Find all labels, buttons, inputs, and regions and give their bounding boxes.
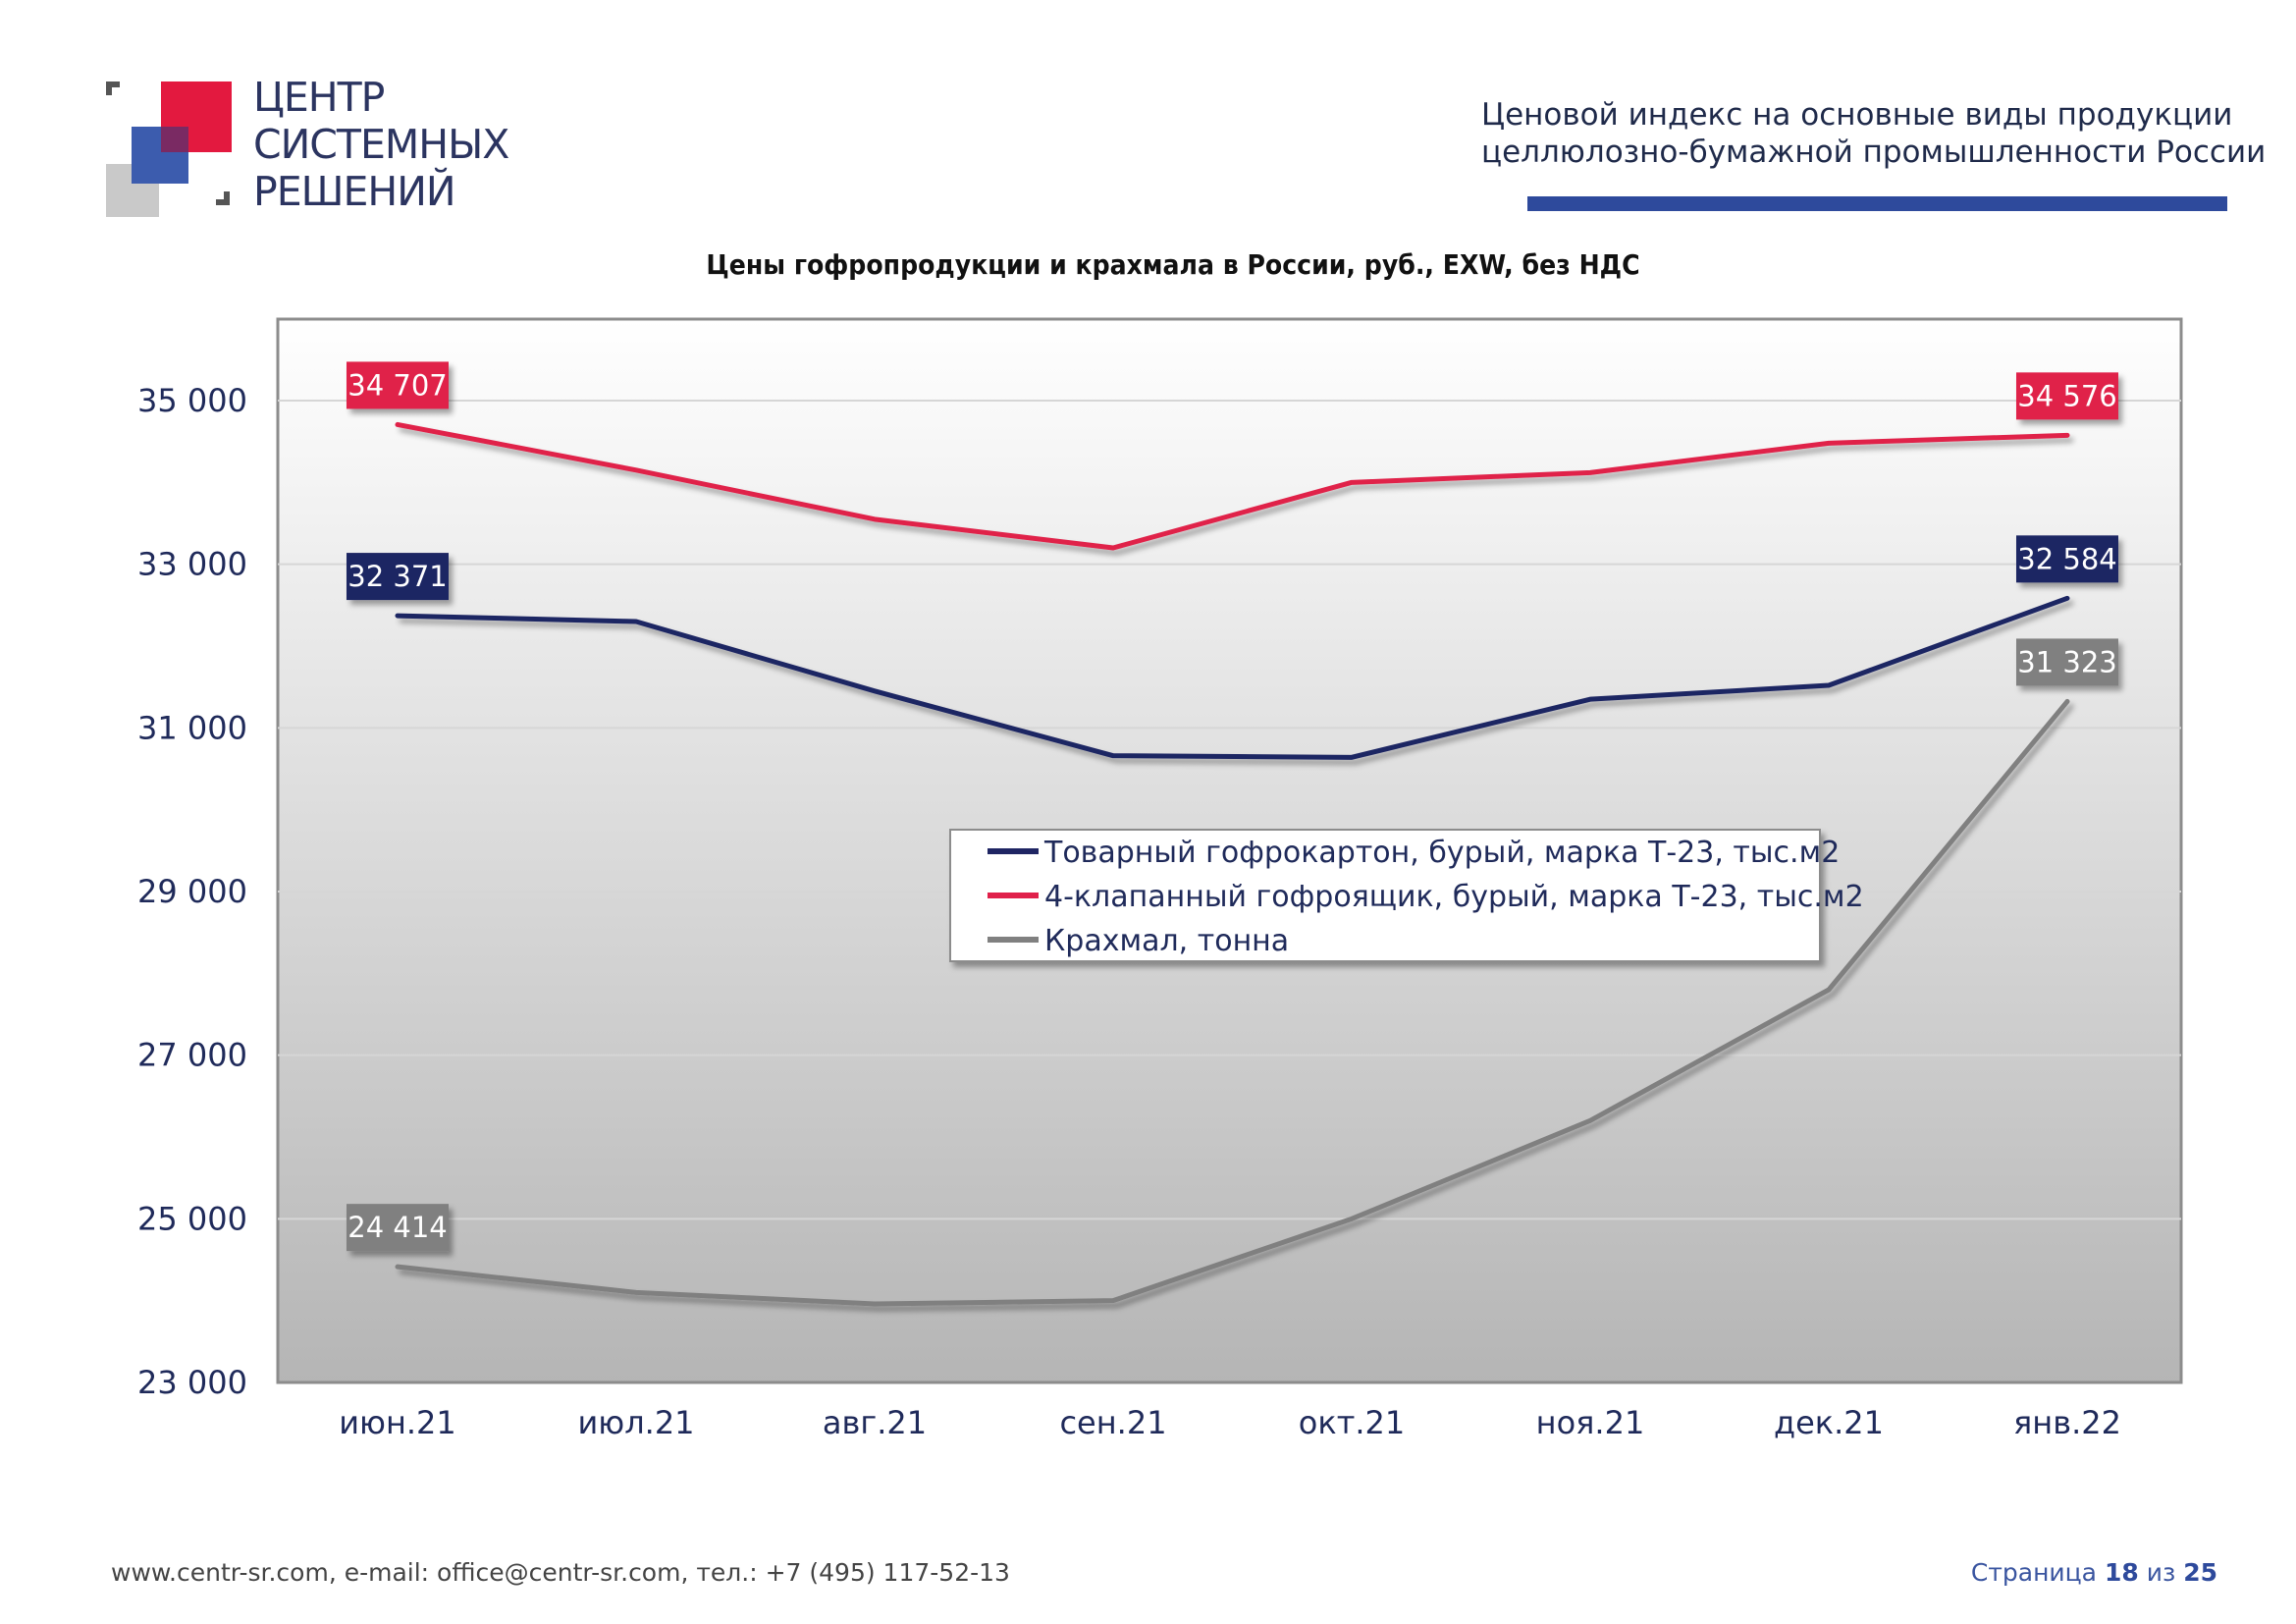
report-title-line: целлюлозно-бумажной промышленности Росси… <box>1481 135 2267 170</box>
page-total: 25 <box>2183 1558 2217 1587</box>
page-word: Страница <box>1970 1558 2097 1587</box>
legend-entry: Крахмал, тонна <box>1044 924 1289 958</box>
y-tick-label: 29 000 <box>137 873 247 910</box>
chart-title: Цены гофропродукции и крахмала в России,… <box>706 248 1640 281</box>
legend-entry: 4-клапанный гофроящик, бурый, марка Т-23… <box>1044 880 1864 914</box>
data-label-box <box>347 361 449 409</box>
series-line <box>395 595 2070 760</box>
x-tick-label: янв.22 <box>2013 1404 2121 1441</box>
data-label-text: 34 576 <box>2017 379 2116 412</box>
data-labels: 32 371 32 584 34 707 34 576 24 414 31 323 <box>347 361 2118 1252</box>
y-tick-label: 31 000 <box>137 709 247 746</box>
data-label: 32 584 <box>2016 535 2118 583</box>
page-current: 18 <box>2104 1558 2139 1587</box>
y-tick-label: 27 000 <box>137 1037 247 1074</box>
footer-contacts: www.centr-sr.com, e-mail: office@centr-s… <box>111 1558 1010 1587</box>
legend-entry: Товарный гофрокартон, бурый, марка Т-23,… <box>1043 836 1840 870</box>
y-tick-label: 33 000 <box>137 546 247 583</box>
report-title-line: Ценовой индекс на основные виды продукци… <box>1481 97 2233 133</box>
data-label-text: 32 584 <box>2017 542 2116 575</box>
logo-mark <box>106 81 232 217</box>
company-logo: ЦЕНТР СИСТЕМНЫХ РЕШЕНИЙ <box>98 74 510 221</box>
data-label-box <box>2016 535 2118 583</box>
header-accent-bar <box>1527 196 2227 211</box>
y-axis: 23 000 25 000 27 000 29 000 31 000 33 000 35 0… <box>137 382 247 1401</box>
page-number: Страница 18 из 25 <box>1971 1558 2217 1587</box>
logo-line: СИСТЕМНЫХ <box>253 121 509 168</box>
logo-text: ЦЕНТР СИСТЕМНЫХ РЕШЕНИЙ <box>253 74 509 215</box>
x-tick-label: июн.21 <box>339 1404 456 1441</box>
logo-line: РЕШЕНИЙ <box>253 168 456 215</box>
x-tick-label: дек.21 <box>1774 1404 1884 1441</box>
data-label: 31 323 <box>2016 638 2118 686</box>
x-tick-label: ноя.21 <box>1536 1404 1645 1441</box>
data-label: 32 371 <box>347 553 449 601</box>
legend-box <box>949 829 1821 962</box>
y-tick-label: 35 000 <box>137 382 247 419</box>
data-label: 34 707 <box>347 361 449 409</box>
data-label-text: 24 414 <box>347 1211 447 1244</box>
y-tick-label: 25 000 <box>137 1200 247 1237</box>
report-title: Ценовой индекс на основные виды продукци… <box>1481 96 2267 171</box>
logo-line: ЦЕНТР <box>253 74 385 121</box>
x-tick-label: июл.21 <box>577 1404 694 1441</box>
x-axis: июн.21 июл.21 авг.21 сен.21 окт.21 ноя.21 дек.… <box>339 1404 2121 1441</box>
x-tick-label: окт.21 <box>1299 1404 1405 1441</box>
y-tick-label: 23 000 <box>137 1364 247 1401</box>
data-label: 34 576 <box>2016 372 2118 420</box>
data-label-box <box>347 553 449 601</box>
page-sep: из <box>2146 1558 2176 1587</box>
gridlines <box>278 400 2181 1384</box>
data-label: 24 414 <box>347 1204 449 1252</box>
series-line <box>395 421 2070 551</box>
series-line <box>395 698 2070 1307</box>
data-label-text: 32 371 <box>347 560 447 593</box>
data-label-box <box>2016 638 2118 686</box>
series-lines <box>395 421 2070 1307</box>
data-label-box <box>347 1204 449 1252</box>
legend: Товарный гофрокартон, бурый, марка Т-23,… <box>949 829 1864 962</box>
x-tick-label: авг.21 <box>823 1404 927 1441</box>
data-label-text: 31 323 <box>2017 645 2116 678</box>
x-tick-label: сен.21 <box>1059 1404 1166 1441</box>
data-label-box <box>2016 372 2118 420</box>
logo-corner-mark <box>106 81 112 95</box>
data-label-text: 34 707 <box>347 368 447 402</box>
